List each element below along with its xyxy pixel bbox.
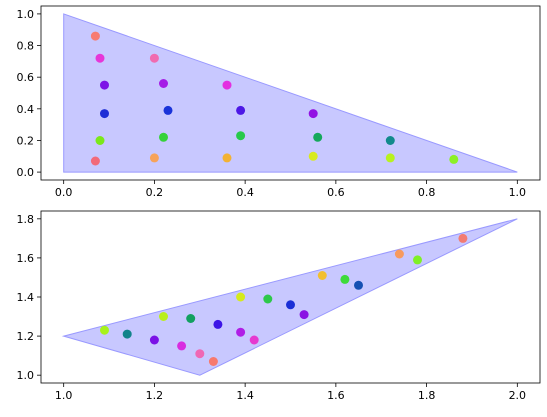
data-point <box>385 136 395 145</box>
data-point <box>90 156 100 166</box>
data-point <box>90 31 100 41</box>
data-point <box>159 132 168 142</box>
x-tick-label: 1.8 <box>418 389 436 402</box>
x-tick-label: 1.4 <box>236 389 254 402</box>
data-point <box>340 274 350 284</box>
data-point <box>313 132 323 142</box>
y-tick-label: 1.0 <box>17 369 35 382</box>
data-point <box>394 249 404 259</box>
data-point <box>100 325 109 335</box>
y-tick-label: 0.8 <box>17 40 35 53</box>
x-tick-label: 0.2 <box>146 186 164 199</box>
data-point <box>149 335 159 345</box>
data-point <box>186 314 196 323</box>
data-point <box>149 153 159 163</box>
data-point <box>236 327 246 337</box>
triangle-region <box>61 218 518 376</box>
data-point <box>95 53 105 63</box>
x-tick-label: 0.4 <box>236 186 254 199</box>
y-tick-label: 1.2 <box>17 330 35 343</box>
data-point <box>122 329 132 339</box>
data-point <box>159 79 168 88</box>
data-point <box>208 357 218 366</box>
x-tick-label: 2.0 <box>509 389 527 402</box>
data-point <box>236 131 246 141</box>
x-tick-label: 1.0 <box>55 389 73 402</box>
x-tick-label: 1.2 <box>146 389 164 402</box>
data-point <box>286 300 295 310</box>
data-point <box>222 153 232 163</box>
x-tick-label: 0.6 <box>327 186 345 199</box>
data-point <box>236 292 246 302</box>
data-point <box>163 105 173 115</box>
data-point <box>249 335 259 345</box>
x-tick-label: 0.0 <box>55 186 73 199</box>
subplot-top: 0.0 0.2 0.4 0.6 0.8 1.0 0.0 0.2 0.4 0.6 0.8 1.0 <box>17 5 541 199</box>
data-point <box>213 319 223 329</box>
y-tick-label: 1.8 <box>17 213 35 226</box>
y-tick-label: 0.0 <box>17 166 35 179</box>
data-point <box>95 136 105 145</box>
data-point <box>299 310 309 320</box>
data-point <box>100 80 109 90</box>
data-point <box>222 80 232 90</box>
x-tick-label: 0.8 <box>418 186 436 199</box>
y-tick-label: 1.6 <box>17 252 35 265</box>
data-point <box>308 109 318 119</box>
y-tick-label: 1.4 <box>17 291 35 304</box>
y-tick-label: 0.2 <box>17 134 35 147</box>
data-point <box>195 349 205 359</box>
data-point <box>100 109 109 119</box>
data-point <box>449 154 459 164</box>
data-point <box>159 312 168 321</box>
data-point <box>308 151 318 161</box>
x-tick-label: 1.0 <box>509 186 527 199</box>
data-point <box>354 280 363 290</box>
data-point <box>413 255 422 265</box>
triangle-region <box>63 13 518 173</box>
y-tick-label: 0.4 <box>17 103 35 116</box>
data-point <box>385 153 395 163</box>
data-point <box>177 341 187 351</box>
data-point <box>149 53 159 63</box>
data-point <box>263 294 273 304</box>
data-point <box>458 233 468 243</box>
y-tick-label: 0.6 <box>17 71 35 84</box>
data-point <box>236 105 246 115</box>
x-tick-label: 1.6 <box>327 389 345 402</box>
subplot-bottom: 1.0 1.2 1.4 1.6 1.8 2.0 1.0 1.2 1.4 1.6 1.8 <box>17 210 541 402</box>
axes-frame <box>40 5 541 181</box>
data-point <box>317 271 327 280</box>
y-tick-label: 1.0 <box>17 8 35 21</box>
